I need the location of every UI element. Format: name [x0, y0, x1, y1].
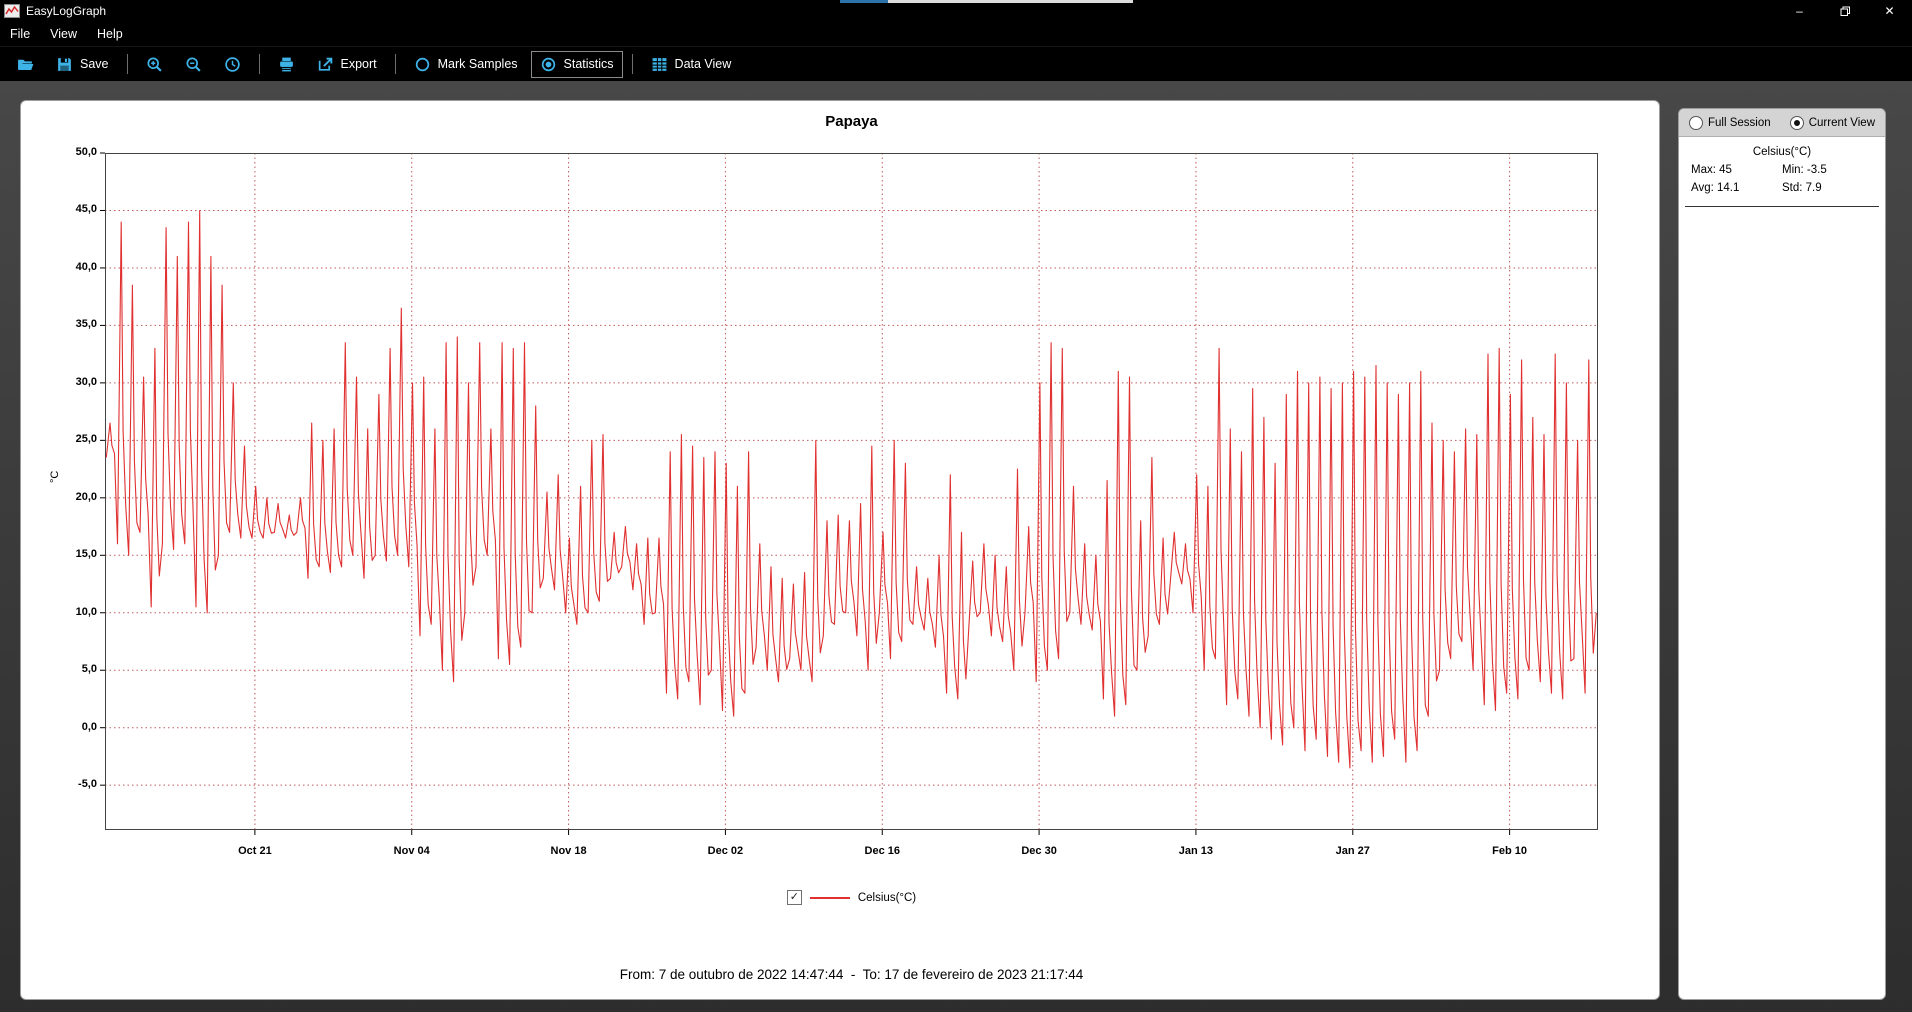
y-axis-tick-label: 45,0 [75, 203, 97, 216]
menu-file[interactable]: File [10, 27, 31, 41]
window-title: EasyLogGraph [26, 4, 107, 18]
plot-area[interactable] [100, 152, 1598, 835]
mode-label: Current View [1808, 116, 1875, 129]
x-axis-tick-label: Dec 30 [1021, 845, 1057, 857]
y-axis-tick-label: 25,0 [75, 433, 97, 446]
zoom-in-icon [146, 56, 163, 73]
save-button-label: Save [80, 57, 109, 71]
statistics-toggle[interactable]: Statistics [530, 50, 623, 78]
y-axis-tick-label: 20,0 [75, 490, 97, 503]
open-icon [17, 56, 34, 73]
app-icon [4, 3, 20, 19]
toolbar-separator [631, 54, 633, 74]
mode-current-view[interactable]: Current View [1789, 115, 1875, 130]
save-icon [56, 56, 73, 73]
stat-std: Std: 7.9 [1782, 182, 1822, 194]
x-axis-tick-label: Oct 21 [238, 845, 272, 857]
menu-help[interactable]: Help [97, 27, 123, 41]
y-axis-tick-label: 30,0 [75, 375, 97, 388]
statistics-toggle-label: Statistics [563, 57, 614, 71]
save-button[interactable]: Save [47, 51, 118, 78]
minimize-button[interactable]: – [1796, 4, 1803, 18]
x-axis-tick-label: Dec 02 [707, 845, 744, 857]
legend-line-sample [809, 896, 850, 899]
statistics-channel-title: Celsius(°C) [1752, 146, 1812, 158]
x-axis-tick-label: Nov 18 [550, 845, 587, 857]
statistics-panel: Full Session Current View Celsius(°C) Max… [1678, 108, 1886, 1000]
zoom-out-icon [185, 56, 202, 73]
toolbar-separator [126, 54, 128, 74]
y-axis-tick-label: 0,0 [81, 720, 97, 733]
export-icon [317, 56, 334, 73]
mode-label: Full Session [1708, 116, 1771, 129]
chart-panel: Papaya °C 50,0 45,0 40,0 35,0 30,0 25,0 20,0 15… [20, 100, 1660, 1000]
mark-samples-toggle[interactable]: Mark Samples [405, 51, 527, 78]
y-axis-tick-label: 40,0 [75, 260, 97, 273]
zoom-in-button[interactable] [137, 51, 172, 78]
export-button[interactable]: Export [308, 51, 386, 78]
time-range-footer: From: 7 de outubro de 2022 14:47:44 - To… [619, 967, 1084, 982]
y-axis-tick-label: 15,0 [75, 548, 97, 561]
x-axis-tick-label: Nov 04 [393, 845, 430, 857]
toolbar-separator [394, 54, 396, 74]
statistics-values: Max: 45 Min: -3.5 Avg: 14.1 Std: 7.9 [1679, 158, 1885, 202]
temperature-series-line [105, 209, 1597, 769]
open-button[interactable] [8, 51, 43, 78]
zoom-out-button[interactable] [176, 51, 211, 78]
y-axis-title: °C [49, 470, 61, 483]
y-axis-tick-label: 5,0 [81, 663, 97, 676]
close-button[interactable]: ✕ [1884, 4, 1895, 18]
stat-max: Max: 45 [1691, 164, 1732, 176]
radio-unchecked-icon [414, 56, 431, 73]
mark-samples-toggle-label: Mark Samples [437, 57, 518, 71]
time-range-button[interactable] [215, 51, 250, 78]
statistics-mode-header: Full Session Current View [1679, 109, 1885, 137]
printer-icon [278, 56, 295, 73]
stat-min: Min: -3.5 [1782, 164, 1827, 176]
legend-label: Celsius(°C) [857, 891, 917, 904]
data-view-button-label: Data View [674, 57, 732, 71]
x-axis-tick-label: Feb 10 [1492, 845, 1528, 857]
y-axis-tick-label: -5,0 [78, 778, 97, 791]
clock-icon [224, 56, 241, 73]
toolbar: Save Export Mark Samples Statistics Data Vie… [0, 46, 1912, 81]
mode-full-session[interactable]: Full Session [1689, 115, 1771, 130]
plot-border [105, 153, 1598, 830]
y-axis-tick-label: 50,0 [75, 146, 97, 158]
y-axis-tick-label: 35,0 [75, 318, 97, 331]
stat-avg: Avg: 14.1 [1691, 182, 1740, 194]
x-axis-tick-label: Dec 16 [864, 845, 900, 857]
menu-view[interactable]: View [50, 27, 78, 41]
menu-bar: File View Help [0, 22, 1912, 46]
toolbar-separator [258, 54, 260, 74]
title-bar: EasyLogGraph – ✕ [0, 0, 1912, 22]
print-button[interactable] [269, 51, 304, 78]
statistics-separator [1685, 206, 1879, 207]
chart-title: Papaya [825, 113, 878, 130]
legend: ✓ Celsius(°C) [105, 890, 1598, 905]
restore-button[interactable] [1822, 0, 1867, 22]
y-axis-tick-label: 10,0 [75, 605, 97, 618]
radio-icon [1689, 115, 1703, 130]
radio-checked-icon [540, 56, 557, 73]
chart-svg [100, 152, 1598, 835]
x-axis-tick-label: Jan 13 [1178, 845, 1214, 857]
background-window-edge-blue [840, 0, 888, 3]
background-window-edge-gray [888, 0, 1133, 3]
legend-checkbox[interactable]: ✓ [786, 890, 802, 905]
x-axis-tick-label: Jan 27 [1335, 845, 1370, 857]
restore-icon [1840, 6, 1850, 16]
data-view-button[interactable]: Data View [642, 51, 741, 78]
table-icon [651, 56, 668, 73]
export-button-label: Export [340, 57, 377, 71]
radio-icon [1789, 115, 1804, 130]
